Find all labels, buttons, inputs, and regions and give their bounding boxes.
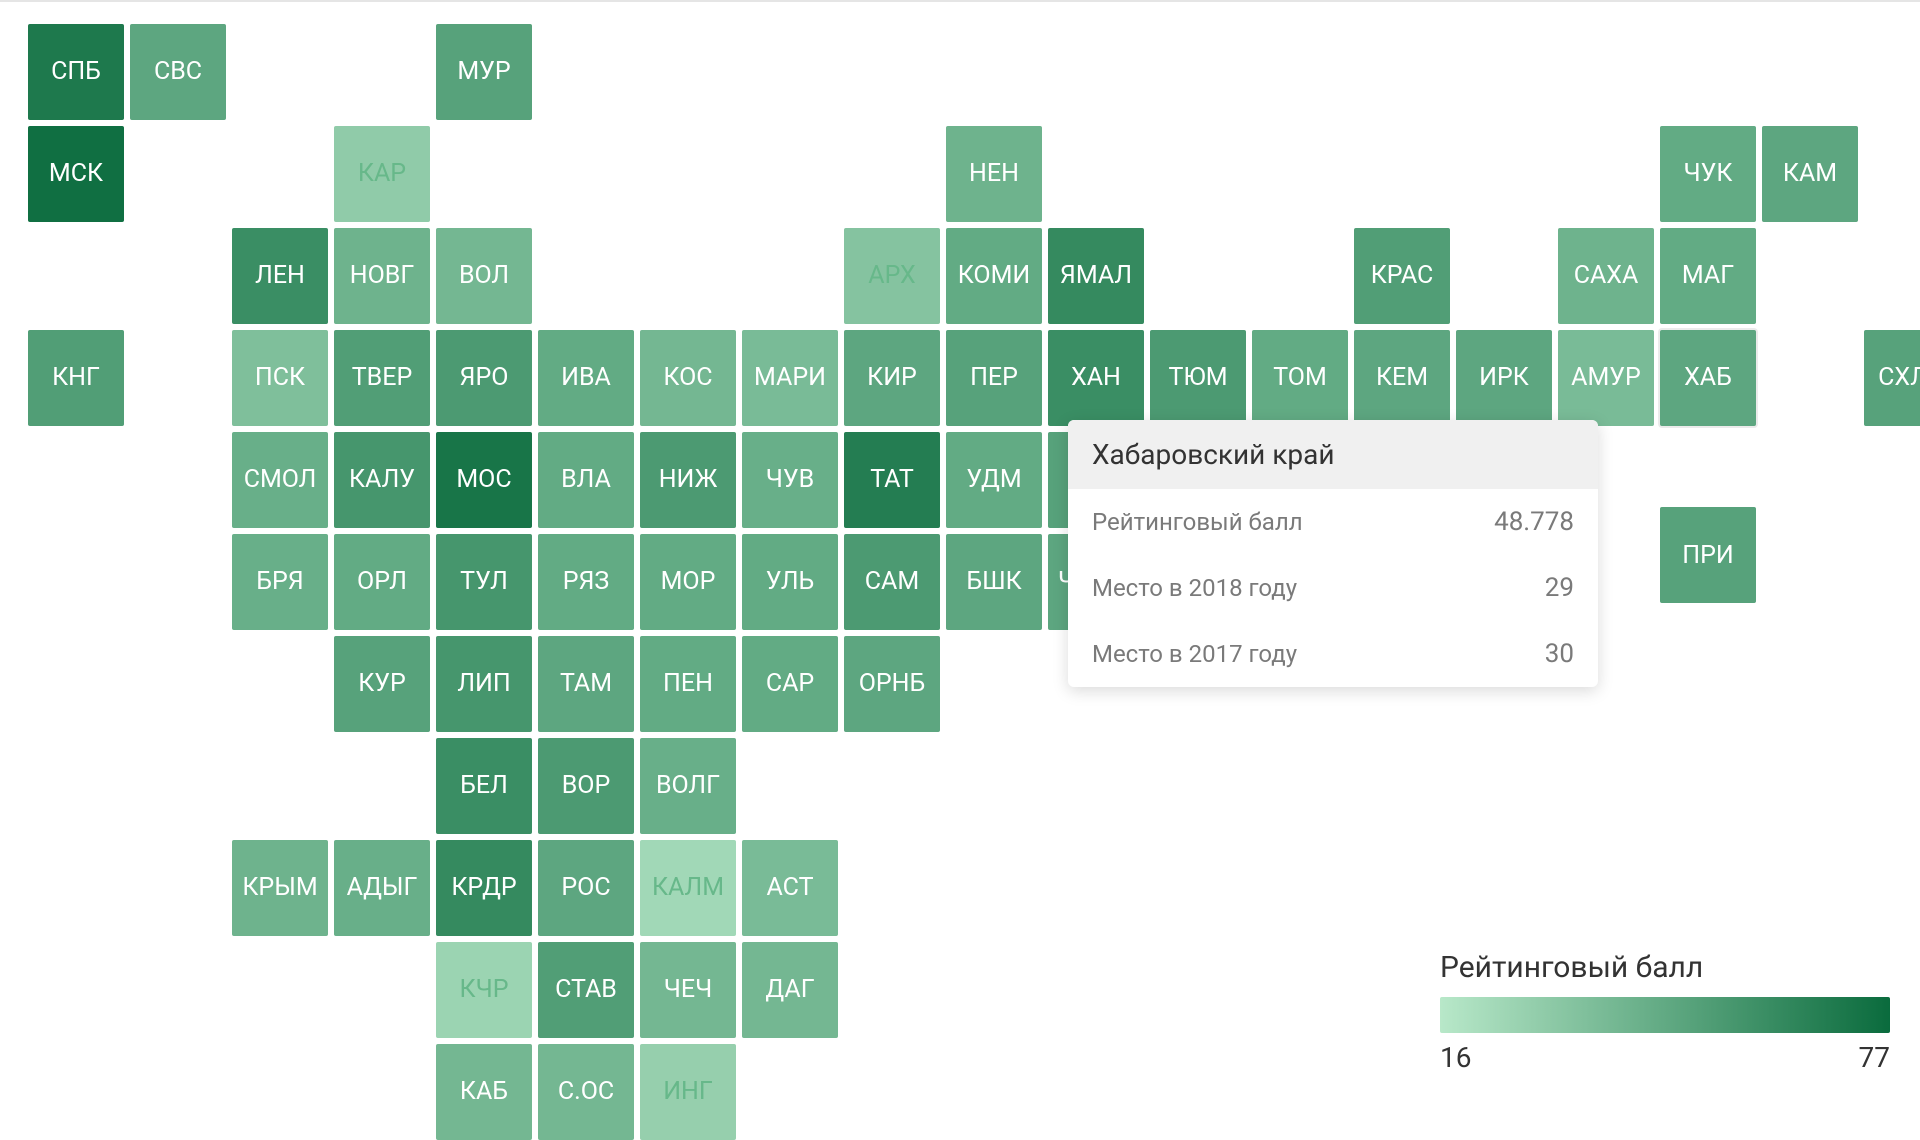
region-tile-ТУЛ[interactable]: ТУЛ	[436, 534, 532, 630]
region-tile-САМ[interactable]: САМ	[844, 534, 940, 630]
region-tile-КАЛУ[interactable]: КАЛУ	[334, 432, 430, 528]
region-tile-ВОР[interactable]: ВОР	[538, 738, 634, 834]
region-tile-ХАБ[interactable]: ХАБ	[1660, 330, 1756, 426]
region-tile-КНГ[interactable]: КНГ	[28, 330, 124, 426]
region-tile-ЧУВ[interactable]: ЧУВ	[742, 432, 838, 528]
region-tile-КАМ[interactable]: КАМ	[1762, 126, 1858, 222]
region-tile-МОС[interactable]: МОС	[436, 432, 532, 528]
region-tile-ВЛА[interactable]: ВЛА	[538, 432, 634, 528]
tooltip-row: Место в 2017 году 30	[1068, 621, 1598, 687]
region-tile-КАЛМ[interactable]: КАЛМ	[640, 840, 736, 936]
region-tile-ТЮМ[interactable]: ТЮМ	[1150, 330, 1246, 426]
tooltip-row-label: Рейтинговый балл	[1092, 508, 1303, 536]
region-tile-СХЛН[interactable]: СХЛН	[1864, 330, 1920, 426]
region-tile-ЛЕН[interactable]: ЛЕН	[232, 228, 328, 324]
region-tile-ИВА[interactable]: ИВА	[538, 330, 634, 426]
region-tile-УЛЬ[interactable]: УЛЬ	[742, 534, 838, 630]
region-tile-КАР[interactable]: КАР	[334, 126, 430, 222]
region-tile-АМУР[interactable]: АМУР	[1558, 330, 1654, 426]
region-tile-ПРИ[interactable]: ПРИ	[1660, 507, 1756, 603]
tooltip-row-label: Место в 2018 году	[1092, 574, 1297, 602]
region-tile-АСТ[interactable]: АСТ	[742, 840, 838, 936]
region-tile-КАБ[interactable]: КАБ	[436, 1044, 532, 1140]
tooltip-row-value: 29	[1545, 573, 1574, 603]
region-tile-УДМ[interactable]: УДМ	[946, 432, 1042, 528]
region-tile-КРАС[interactable]: КРАС	[1354, 228, 1450, 324]
region-tile-МОР[interactable]: МОР	[640, 534, 736, 630]
region-tile-ЯМАЛ[interactable]: ЯМАЛ	[1048, 228, 1144, 324]
region-tile-НОВГ[interactable]: НОВГ	[334, 228, 430, 324]
region-tile-СВС[interactable]: СВС	[130, 24, 226, 120]
region-tile-ИРК[interactable]: ИРК	[1456, 330, 1552, 426]
color-legend: Рейтинговый балл 16 77	[1440, 950, 1890, 1074]
region-tile-КИР[interactable]: КИР	[844, 330, 940, 426]
region-tile-КРЫМ[interactable]: КРЫМ	[232, 840, 328, 936]
region-tile-МСК[interactable]: МСК	[28, 126, 124, 222]
region-tile-ТОМ[interactable]: ТОМ	[1252, 330, 1348, 426]
region-tile-АДЫГ[interactable]: АДЫГ	[334, 840, 430, 936]
region-tile-КУР[interactable]: КУР	[334, 636, 430, 732]
region-tile-ХАН[interactable]: ХАН	[1048, 330, 1144, 426]
region-tile-САХА[interactable]: САХА	[1558, 228, 1654, 324]
region-tile-ВОЛГ[interactable]: ВОЛГ	[640, 738, 736, 834]
region-tile-ДАГ[interactable]: ДАГ	[742, 942, 838, 1038]
region-tile-ТАМ[interactable]: ТАМ	[538, 636, 634, 732]
region-tile-СПБ[interactable]: СПБ	[28, 24, 124, 120]
region-tile-БШК[interactable]: БШК	[946, 534, 1042, 630]
region-tile-НИЖ[interactable]: НИЖ	[640, 432, 736, 528]
region-tile-ВОЛ[interactable]: ВОЛ	[436, 228, 532, 324]
tooltip-title: Хабаровский край	[1068, 420, 1598, 489]
region-tile-ОРНБ[interactable]: ОРНБ	[844, 636, 940, 732]
tooltip-row-label: Место в 2017 году	[1092, 640, 1297, 668]
region-tile-КЧР[interactable]: КЧР	[436, 942, 532, 1038]
legend-max: 77	[1859, 1041, 1890, 1074]
region-tile-СТАВ[interactable]: СТАВ	[538, 942, 634, 1038]
legend-min: 16	[1440, 1041, 1471, 1074]
region-tile-РЯЗ[interactable]: РЯЗ	[538, 534, 634, 630]
region-tile-АРХ[interactable]: АРХ	[844, 228, 940, 324]
legend-gradient	[1440, 997, 1890, 1033]
region-tile-МАРИ[interactable]: МАРИ	[742, 330, 838, 426]
region-tile-ЧУК[interactable]: ЧУК	[1660, 126, 1756, 222]
region-tile-КОМИ[interactable]: КОМИ	[946, 228, 1042, 324]
region-tile-ИНГ[interactable]: ИНГ	[640, 1044, 736, 1140]
region-tile-БРЯ[interactable]: БРЯ	[232, 534, 328, 630]
legend-title: Рейтинговый балл	[1440, 950, 1890, 985]
region-tile-ЛИП[interactable]: ЛИП	[436, 636, 532, 732]
region-tile-ПЕР[interactable]: ПЕР	[946, 330, 1042, 426]
tooltip-row: Место в 2018 году 29	[1068, 555, 1598, 621]
region-tile-ЯРО[interactable]: ЯРО	[436, 330, 532, 426]
region-tile-МАГ[interactable]: МАГ	[1660, 228, 1756, 324]
region-tooltip: Хабаровский край Рейтинговый балл 48.778 М…	[1068, 420, 1598, 687]
region-tile-МУР[interactable]: МУР	[436, 24, 532, 120]
region-tile-БЕЛ[interactable]: БЕЛ	[436, 738, 532, 834]
region-tile-НЕН[interactable]: НЕН	[946, 126, 1042, 222]
region-tile-КОС[interactable]: КОС	[640, 330, 736, 426]
tooltip-row-value: 30	[1545, 639, 1574, 669]
region-tile-КРДР[interactable]: КРДР	[436, 840, 532, 936]
tooltip-row-value: 48.778	[1494, 507, 1574, 537]
region-tile-РОС[interactable]: РОС	[538, 840, 634, 936]
region-tile-КЕМ[interactable]: КЕМ	[1354, 330, 1450, 426]
tooltip-row: Рейтинговый балл 48.778	[1068, 489, 1598, 555]
region-tile-САР[interactable]: САР	[742, 636, 838, 732]
top-border	[0, 0, 1920, 2]
region-tile-С.ОС[interactable]: С.ОС	[538, 1044, 634, 1140]
region-tile-ТВЕР[interactable]: ТВЕР	[334, 330, 430, 426]
legend-labels: 16 77	[1440, 1041, 1890, 1074]
region-tile-ПЕН[interactable]: ПЕН	[640, 636, 736, 732]
region-tile-ЧЕЧ[interactable]: ЧЕЧ	[640, 942, 736, 1038]
region-tile-ПСК[interactable]: ПСК	[232, 330, 328, 426]
region-tile-ТАТ[interactable]: ТАТ	[844, 432, 940, 528]
region-tile-СМОЛ[interactable]: СМОЛ	[232, 432, 328, 528]
region-tile-ОРЛ[interactable]: ОРЛ	[334, 534, 430, 630]
